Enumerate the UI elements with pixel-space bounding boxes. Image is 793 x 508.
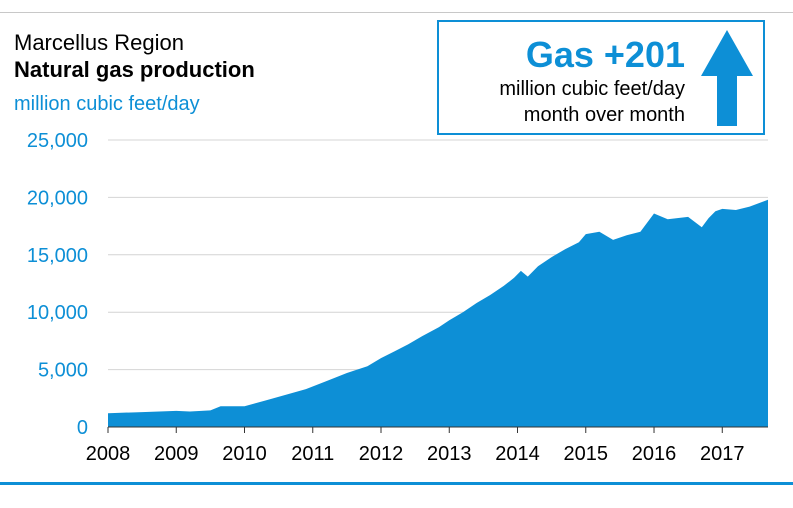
bottom-divider <box>0 482 793 485</box>
x-tick-label: 2017 <box>700 443 745 465</box>
x-tick-label: 2009 <box>154 443 199 465</box>
month-over-month-callout: Gas +201 million cubic feet/day month ov… <box>437 20 765 135</box>
y-tick-label: 15,000 <box>27 245 88 267</box>
region-label: Marcellus Region <box>14 30 184 55</box>
x-tick-label: 2008 <box>86 443 131 465</box>
y-tick-label: 25,000 <box>27 130 88 152</box>
x-tick-label: 2014 <box>495 443 540 465</box>
x-tick-label: 2015 <box>564 443 609 465</box>
y-tick-label: 20,000 <box>27 187 88 209</box>
chart-title: Natural gas production <box>14 57 255 82</box>
callout-unit: million cubic feet/day <box>499 78 685 100</box>
x-tick-label: 2010 <box>222 443 267 465</box>
y-tick-label: 5,000 <box>38 360 88 382</box>
x-tick-label: 2013 <box>427 443 472 465</box>
x-tick-label: 2012 <box>359 443 404 465</box>
y-tick-label: 10,000 <box>27 302 88 324</box>
x-tick-label: 2011 <box>291 443 334 465</box>
y-tick-label: 0 <box>77 417 88 439</box>
callout-headline: Gas +201 <box>525 34 685 75</box>
unit-label: million cubic feet/day <box>14 93 200 115</box>
callout-period: month over month <box>523 104 685 126</box>
x-tick-label: 2016 <box>632 443 677 465</box>
top-divider <box>0 12 793 13</box>
up-arrow-shape <box>701 30 753 126</box>
production-area <box>108 199 768 427</box>
up-arrow-icon <box>701 30 753 126</box>
